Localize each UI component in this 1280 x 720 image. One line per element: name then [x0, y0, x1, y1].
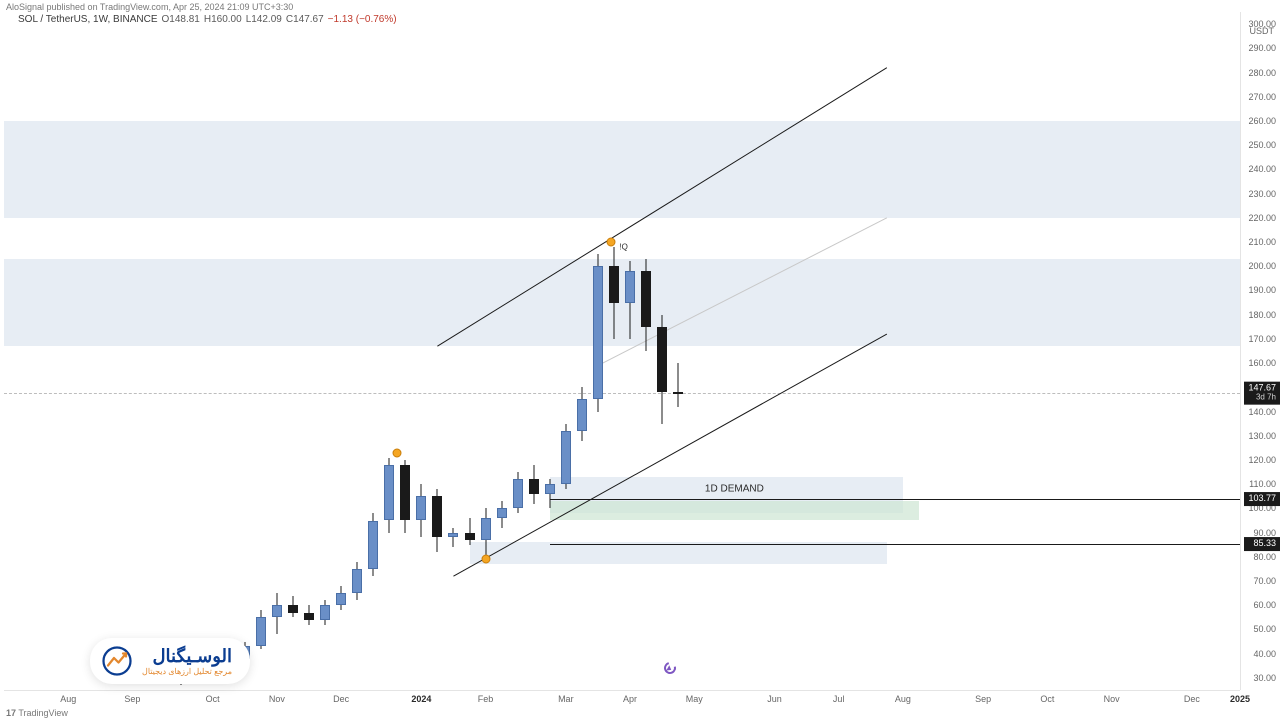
x-tick-label: Jun: [767, 694, 782, 704]
candle[interactable]: [609, 12, 619, 690]
chart-annotation: !Q: [619, 242, 627, 251]
candle[interactable]: [240, 12, 250, 690]
chart-annotation: 1D DEMAND: [705, 484, 764, 495]
candle[interactable]: [673, 12, 683, 690]
x-tick-label: Dec: [1184, 694, 1200, 704]
x-tick-label: May: [686, 694, 703, 704]
candle[interactable]: [497, 12, 507, 690]
swing-marker: [393, 448, 402, 457]
y-tick-label: 260.00: [1248, 116, 1276, 126]
x-tick-label: Jul: [833, 694, 845, 704]
candle[interactable]: [448, 12, 458, 690]
y-tick-label: 110.00: [1249, 479, 1276, 489]
price-zone: [4, 121, 1240, 218]
horizontal-line: [550, 544, 1240, 545]
candle[interactable]: [416, 12, 426, 690]
x-tick-label: Sep: [124, 694, 140, 704]
x-tick-label: Nov: [1104, 694, 1120, 704]
x-tick-label: Apr: [623, 694, 637, 704]
y-tick-label: 200.00: [1248, 261, 1276, 271]
candle[interactable]: [529, 12, 539, 690]
logo-sub-text: مرجع تحلیل ارزهای دیجیتال: [142, 667, 232, 676]
candle[interactable]: [641, 12, 651, 690]
horizontal-line: [550, 499, 1240, 500]
price-zone: [550, 501, 919, 520]
x-tick-label: Oct: [206, 694, 220, 704]
y-tick-label: 220.00: [1248, 213, 1276, 223]
x-tick-label: Oct: [1040, 694, 1054, 704]
y-tick-label: 230.00: [1248, 189, 1276, 199]
x-tick-label: Feb: [478, 694, 494, 704]
candle[interactable]: [657, 12, 667, 690]
price-tag: 103.77: [1244, 492, 1280, 506]
x-tick-label: Aug: [60, 694, 76, 704]
x-tick-label: 2024: [411, 694, 431, 704]
price-tag: 147.673d 7h: [1244, 382, 1280, 405]
candle[interactable]: [577, 12, 587, 690]
candle[interactable]: [465, 12, 475, 690]
candle[interactable]: [513, 12, 523, 690]
candle[interactable]: [593, 12, 603, 690]
x-tick-label: Dec: [333, 694, 349, 704]
y-tick-label: 130.00: [1248, 431, 1276, 441]
candle[interactable]: [481, 12, 491, 690]
y-tick-label: 300.00: [1248, 19, 1276, 29]
trendlines-overlay: [4, 12, 1240, 690]
logo-icon: [102, 646, 132, 676]
candle[interactable]: [336, 12, 346, 690]
y-tick-label: 70.00: [1253, 576, 1276, 586]
y-tick-label: 50.00: [1253, 624, 1276, 634]
y-tick-label: 60.00: [1253, 600, 1276, 610]
y-tick-label: 190.00: [1248, 285, 1276, 295]
logo-main-text: الوسـیگنال: [152, 646, 232, 667]
x-tick-label: Aug: [895, 694, 911, 704]
price-zone: [4, 259, 1240, 346]
y-tick-label: 170.00: [1248, 334, 1276, 344]
candle[interactable]: [176, 12, 186, 690]
y-tick-label: 280.00: [1248, 68, 1276, 78]
candle[interactable]: [545, 12, 555, 690]
y-tick-label: 80.00: [1253, 552, 1276, 562]
y-tick-label: 180.00: [1248, 310, 1276, 320]
y-tick-label: 210.00: [1248, 237, 1276, 247]
candle[interactable]: [192, 12, 202, 690]
candle[interactable]: [320, 12, 330, 690]
y-tick-label: 290.00: [1248, 43, 1276, 53]
candle[interactable]: [352, 12, 362, 690]
candle[interactable]: [368, 12, 378, 690]
x-tick-label: Sep: [975, 694, 991, 704]
chart-plot-area[interactable]: 1D DEMAND !Q: [4, 12, 1240, 690]
swing-marker: [606, 238, 615, 247]
candle[interactable]: [304, 12, 314, 690]
y-tick-label: 160.00: [1248, 358, 1276, 368]
y-tick-label: 250.00: [1248, 140, 1276, 150]
candle[interactable]: [432, 12, 442, 690]
y-tick-label: 140.00: [1248, 407, 1276, 417]
candle[interactable]: [272, 12, 282, 690]
x-tick-label: Mar: [558, 694, 574, 704]
candle[interactable]: [561, 12, 571, 690]
x-tick-label: 2025: [1230, 694, 1250, 704]
candle[interactable]: [400, 12, 410, 690]
candle[interactable]: [625, 12, 635, 690]
time-axis[interactable]: Aug Sep Oct Nov Dec 2024 Feb Mar Apr May Jun Jul Aug…: [4, 690, 1240, 706]
publisher-line: AloSignal published on TradingView.com, …: [6, 2, 293, 12]
y-tick-label: 270.00: [1248, 92, 1276, 102]
candle[interactable]: [384, 12, 394, 690]
candle[interactable]: [256, 12, 266, 690]
watermark-logo: الوسـیگنال مرجع تحلیل ارزهای دیجیتال: [90, 638, 250, 684]
price-tag: 85.33: [1244, 537, 1280, 551]
swing-marker: [481, 555, 490, 564]
y-tick-label: 30.00: [1253, 673, 1276, 683]
candle[interactable]: [208, 12, 218, 690]
horizontal-line: [4, 393, 1240, 394]
y-tick-label: 240.00: [1248, 164, 1276, 174]
y-tick-label: 120.00: [1248, 455, 1276, 465]
x-tick-label: Nov: [269, 694, 285, 704]
candle[interactable]: [288, 12, 298, 690]
y-tick-label: 40.00: [1253, 649, 1276, 659]
footer-brand: 17 TradingView: [6, 708, 68, 718]
price-axis[interactable]: USDT 30.0040.0050.0060.0070.0080.0090.00…: [1240, 12, 1280, 690]
candle[interactable]: [224, 12, 234, 690]
